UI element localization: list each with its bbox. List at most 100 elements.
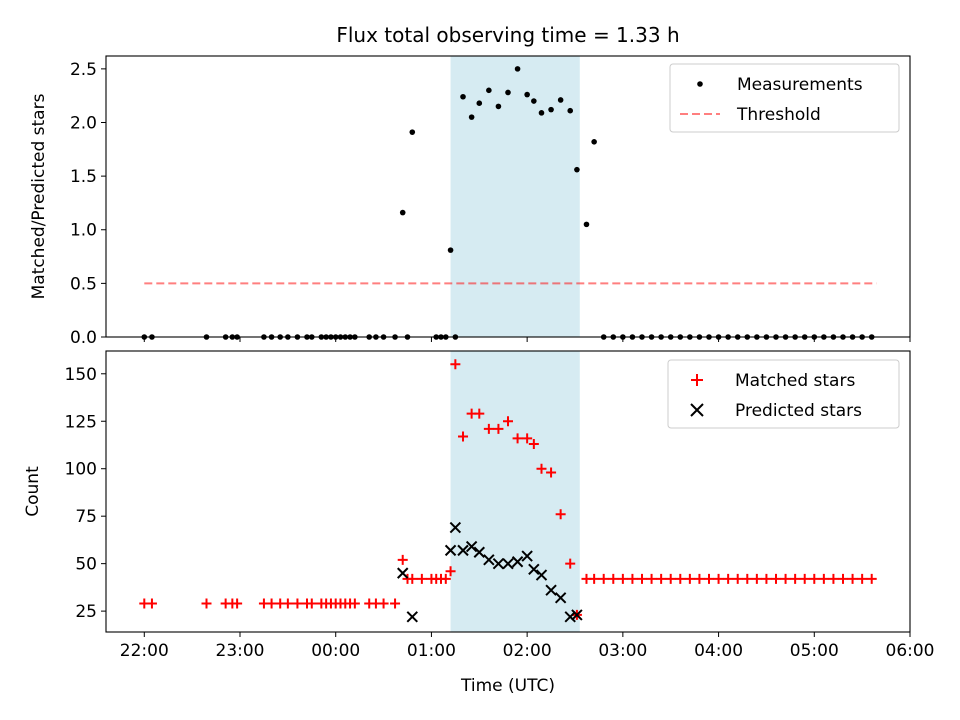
matched-star-point — [390, 598, 401, 609]
matched-star-point — [866, 573, 877, 584]
matched-star-point — [828, 573, 839, 584]
matched-star-point — [445, 566, 456, 577]
matched-star-point — [771, 573, 781, 584]
legend-label: Threshold — [736, 105, 821, 125]
y-tick-label: 100 — [65, 460, 97, 480]
measurement-point — [548, 106, 554, 113]
matched-star-point — [732, 573, 743, 584]
matched-star-point — [201, 598, 212, 609]
matched-star-point — [565, 558, 576, 569]
bottom-subplot: 22:00 23:00 00:00 01:00 02:00 03:00 04:00 05:00… — [23, 350, 935, 696]
shaded-observing-span — [450, 56, 580, 337]
predicted-star-point — [535, 569, 548, 581]
matched-star-point — [637, 573, 647, 584]
x-tick-label: 05:00 — [790, 641, 839, 661]
matched-star-point — [761, 573, 772, 584]
matched-star-point — [282, 598, 293, 609]
matched-star-point — [450, 359, 461, 370]
measurement-point — [574, 166, 580, 173]
matched-star-point — [627, 573, 638, 584]
y-tick-label: 1.5 — [70, 167, 97, 187]
matched-star-point — [857, 573, 868, 584]
measurement-point — [531, 98, 537, 104]
y-tick-label: 2.0 — [70, 113, 97, 133]
matched-star-point — [528, 439, 539, 450]
measurement-point — [557, 97, 564, 103]
measurement-point — [538, 110, 545, 116]
matched-star-point — [684, 573, 695, 584]
legend-box — [669, 63, 900, 133]
predicted-star-point — [406, 611, 418, 623]
predicted-star-point — [483, 554, 495, 566]
y-axis-label-bottom: Count — [23, 466, 43, 517]
predicted-star-point — [511, 556, 524, 568]
matched-star-point — [656, 573, 667, 584]
predicted-star-point — [502, 557, 514, 570]
predicted-star-point — [554, 592, 567, 604]
matched-star-point — [598, 573, 609, 584]
matched-star-point — [503, 416, 513, 427]
measurement-point — [468, 114, 475, 120]
x-tick-label: 01:00 — [407, 641, 456, 661]
x-axis-label: Time (UTC) — [460, 676, 555, 696]
x-tick-label: 02:00 — [503, 641, 552, 661]
legend-label: Measurements — [737, 75, 863, 95]
matched-star-point — [146, 598, 157, 609]
measurement-point — [409, 129, 416, 135]
matched-star-point — [780, 573, 791, 584]
legend-measurement-marker — [697, 81, 703, 87]
x-tick-label: 23:00 — [216, 641, 265, 661]
matched-star-point — [266, 598, 277, 609]
legend-bottom: Matched stars Predicted stars — [667, 359, 900, 429]
measurement-point — [591, 139, 597, 145]
matched-star-point — [292, 598, 303, 609]
matched-star-point — [306, 598, 317, 609]
plot-frame — [105, 55, 911, 338]
matched-star-point — [397, 554, 408, 565]
matched-star-point — [694, 573, 705, 584]
measurement-point — [567, 107, 574, 114]
y-tick-label: 50 — [75, 555, 97, 575]
matched-star-point — [608, 573, 619, 584]
matched-star-point — [675, 573, 686, 584]
matched-star-point — [818, 573, 829, 584]
matched-star-point — [555, 509, 566, 520]
measurement-point — [505, 89, 511, 96]
predicted-star-point — [492, 557, 505, 570]
measurement-point — [514, 66, 521, 72]
matched-star-point — [483, 423, 494, 434]
predicted-star-point — [465, 540, 478, 553]
x-tick-label: 06:00 — [886, 641, 935, 661]
y-tick-label: 25 — [75, 602, 97, 622]
matched-star-point — [723, 573, 734, 584]
predicted-star-point — [449, 521, 462, 534]
measurement-point — [447, 247, 454, 253]
measurement-point — [495, 103, 502, 110]
measurement-point — [476, 100, 483, 106]
y-tick-label: 2.5 — [70, 60, 97, 80]
matched-star-point — [704, 573, 714, 584]
matched-star-point — [474, 408, 485, 419]
predicted-star-point — [545, 584, 557, 596]
top-subplot: 0.0 0.5 1.0 1.5 2.0 2.5 Flux total observing t… — [29, 23, 911, 348]
matched-star-point — [546, 467, 557, 478]
x-tick-label: 00:00 — [311, 641, 360, 661]
matched-star-point — [665, 573, 676, 584]
predicted-star-point — [444, 544, 457, 557]
x-tick-label: 04:00 — [694, 641, 743, 661]
measurement-point — [524, 91, 530, 98]
y-tick-label: 0.5 — [70, 274, 97, 294]
y-tick-label: 1.0 — [70, 221, 97, 241]
predicted-star-point — [521, 550, 533, 562]
y-tick-label: 150 — [65, 365, 97, 385]
plot-frame — [105, 350, 911, 633]
x-tick-label: 22:00 — [120, 641, 169, 661]
legend-box — [667, 359, 900, 429]
matched-star-point — [378, 598, 389, 609]
matched-star-point — [522, 433, 533, 444]
matched-star-point — [512, 433, 523, 444]
predicted-star-point — [397, 567, 409, 579]
measurement-point — [486, 87, 492, 94]
matched-star-point — [589, 573, 600, 584]
